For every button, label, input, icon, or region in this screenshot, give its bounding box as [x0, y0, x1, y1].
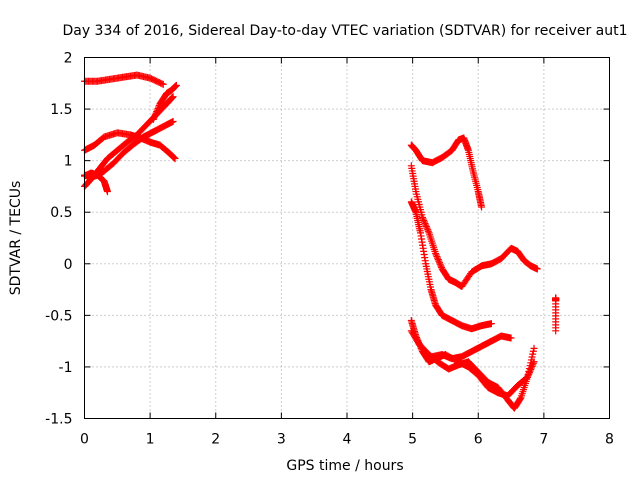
y-tick-label: 1: [64, 154, 73, 170]
y-axis-label: SDTVAR / TECUs: [8, 181, 24, 296]
x-tick-label: 7: [539, 432, 548, 448]
x-tick-label: 1: [146, 432, 155, 448]
x-tick-label: 6: [474, 432, 483, 448]
data-point-marker: [169, 93, 177, 101]
y-tick-label: -1.5: [45, 412, 72, 428]
data-point-marker: [530, 344, 538, 352]
data-points: [81, 71, 560, 412]
data-point-marker: [419, 215, 427, 223]
series-trace-k: [407, 327, 538, 412]
data-point-marker: [423, 224, 431, 232]
data-point-marker: [422, 221, 430, 229]
data-point-marker: [421, 220, 429, 228]
series-trace-h: [407, 162, 541, 290]
y-tick-label: 0: [64, 257, 73, 273]
data-point-marker: [552, 327, 560, 335]
data-point-marker: [171, 155, 179, 163]
y-tick-label: -1: [59, 360, 73, 376]
x-tick-label: 8: [605, 432, 614, 448]
data-point-marker: [422, 223, 430, 231]
data-point-marker: [434, 256, 442, 264]
data-point-marker: [172, 81, 180, 89]
x-tick-label: 5: [408, 432, 417, 448]
data-point-marker: [436, 260, 444, 268]
data-point-marker: [437, 262, 445, 270]
x-tick-labels: 0 1 2 3 4 5 6 7 8: [80, 432, 614, 448]
series-trace-a: [81, 71, 167, 88]
data-point-marker: [103, 188, 111, 196]
data-point-marker: [170, 154, 178, 162]
data-point-marker: [424, 226, 432, 234]
series-trace-l: [428, 332, 515, 363]
data-point-marker: [432, 251, 440, 259]
x-tick-label: 4: [343, 432, 352, 448]
data-point-marker: [170, 153, 178, 161]
y-tick-label: 1.5: [50, 102, 72, 118]
data-point-marker: [168, 94, 176, 102]
data-point-marker: [436, 259, 444, 267]
data-point-marker: [507, 334, 515, 342]
x-axis-label: GPS time / hours: [286, 458, 403, 474]
data-point-marker: [478, 203, 486, 211]
data-point-marker: [169, 117, 177, 125]
plot-frame: [84, 57, 610, 419]
x-tick-label: 2: [211, 432, 220, 448]
y-tick-label: 0.5: [50, 205, 72, 221]
data-point-marker: [424, 227, 432, 235]
data-point-marker: [418, 213, 426, 221]
series-trace-f: [81, 169, 111, 196]
y-tick-label: 2: [64, 51, 73, 67]
data-point-marker: [420, 216, 428, 224]
series-trace-c: [81, 129, 179, 163]
data-point-marker: [435, 257, 443, 265]
y-tick-label: -0.5: [45, 308, 72, 324]
series-trace-g: [407, 134, 486, 211]
data-point-marker: [533, 265, 541, 273]
series-trace-i: [407, 198, 495, 333]
y-tick-labels: -1.5 -1 -0.5 0 0.5 1 1.5 2: [45, 51, 72, 428]
chart-title: Day 334 of 2016, Sidereal Day-to-day VTE…: [62, 23, 627, 39]
data-point-marker: [516, 395, 524, 403]
data-point-marker: [168, 93, 176, 101]
x-tick-label: 3: [277, 432, 286, 448]
x-tick-label: 0: [80, 432, 89, 448]
data-point-marker: [487, 320, 495, 328]
data-point-marker: [420, 218, 428, 226]
data-point-marker: [434, 254, 442, 262]
series-trace-m: [552, 294, 560, 335]
grid-lines: [84, 57, 610, 419]
data-point-marker: [432, 249, 440, 257]
data-point-marker: [159, 80, 167, 88]
data-point-marker: [433, 253, 441, 261]
data-point-marker: [158, 80, 166, 88]
